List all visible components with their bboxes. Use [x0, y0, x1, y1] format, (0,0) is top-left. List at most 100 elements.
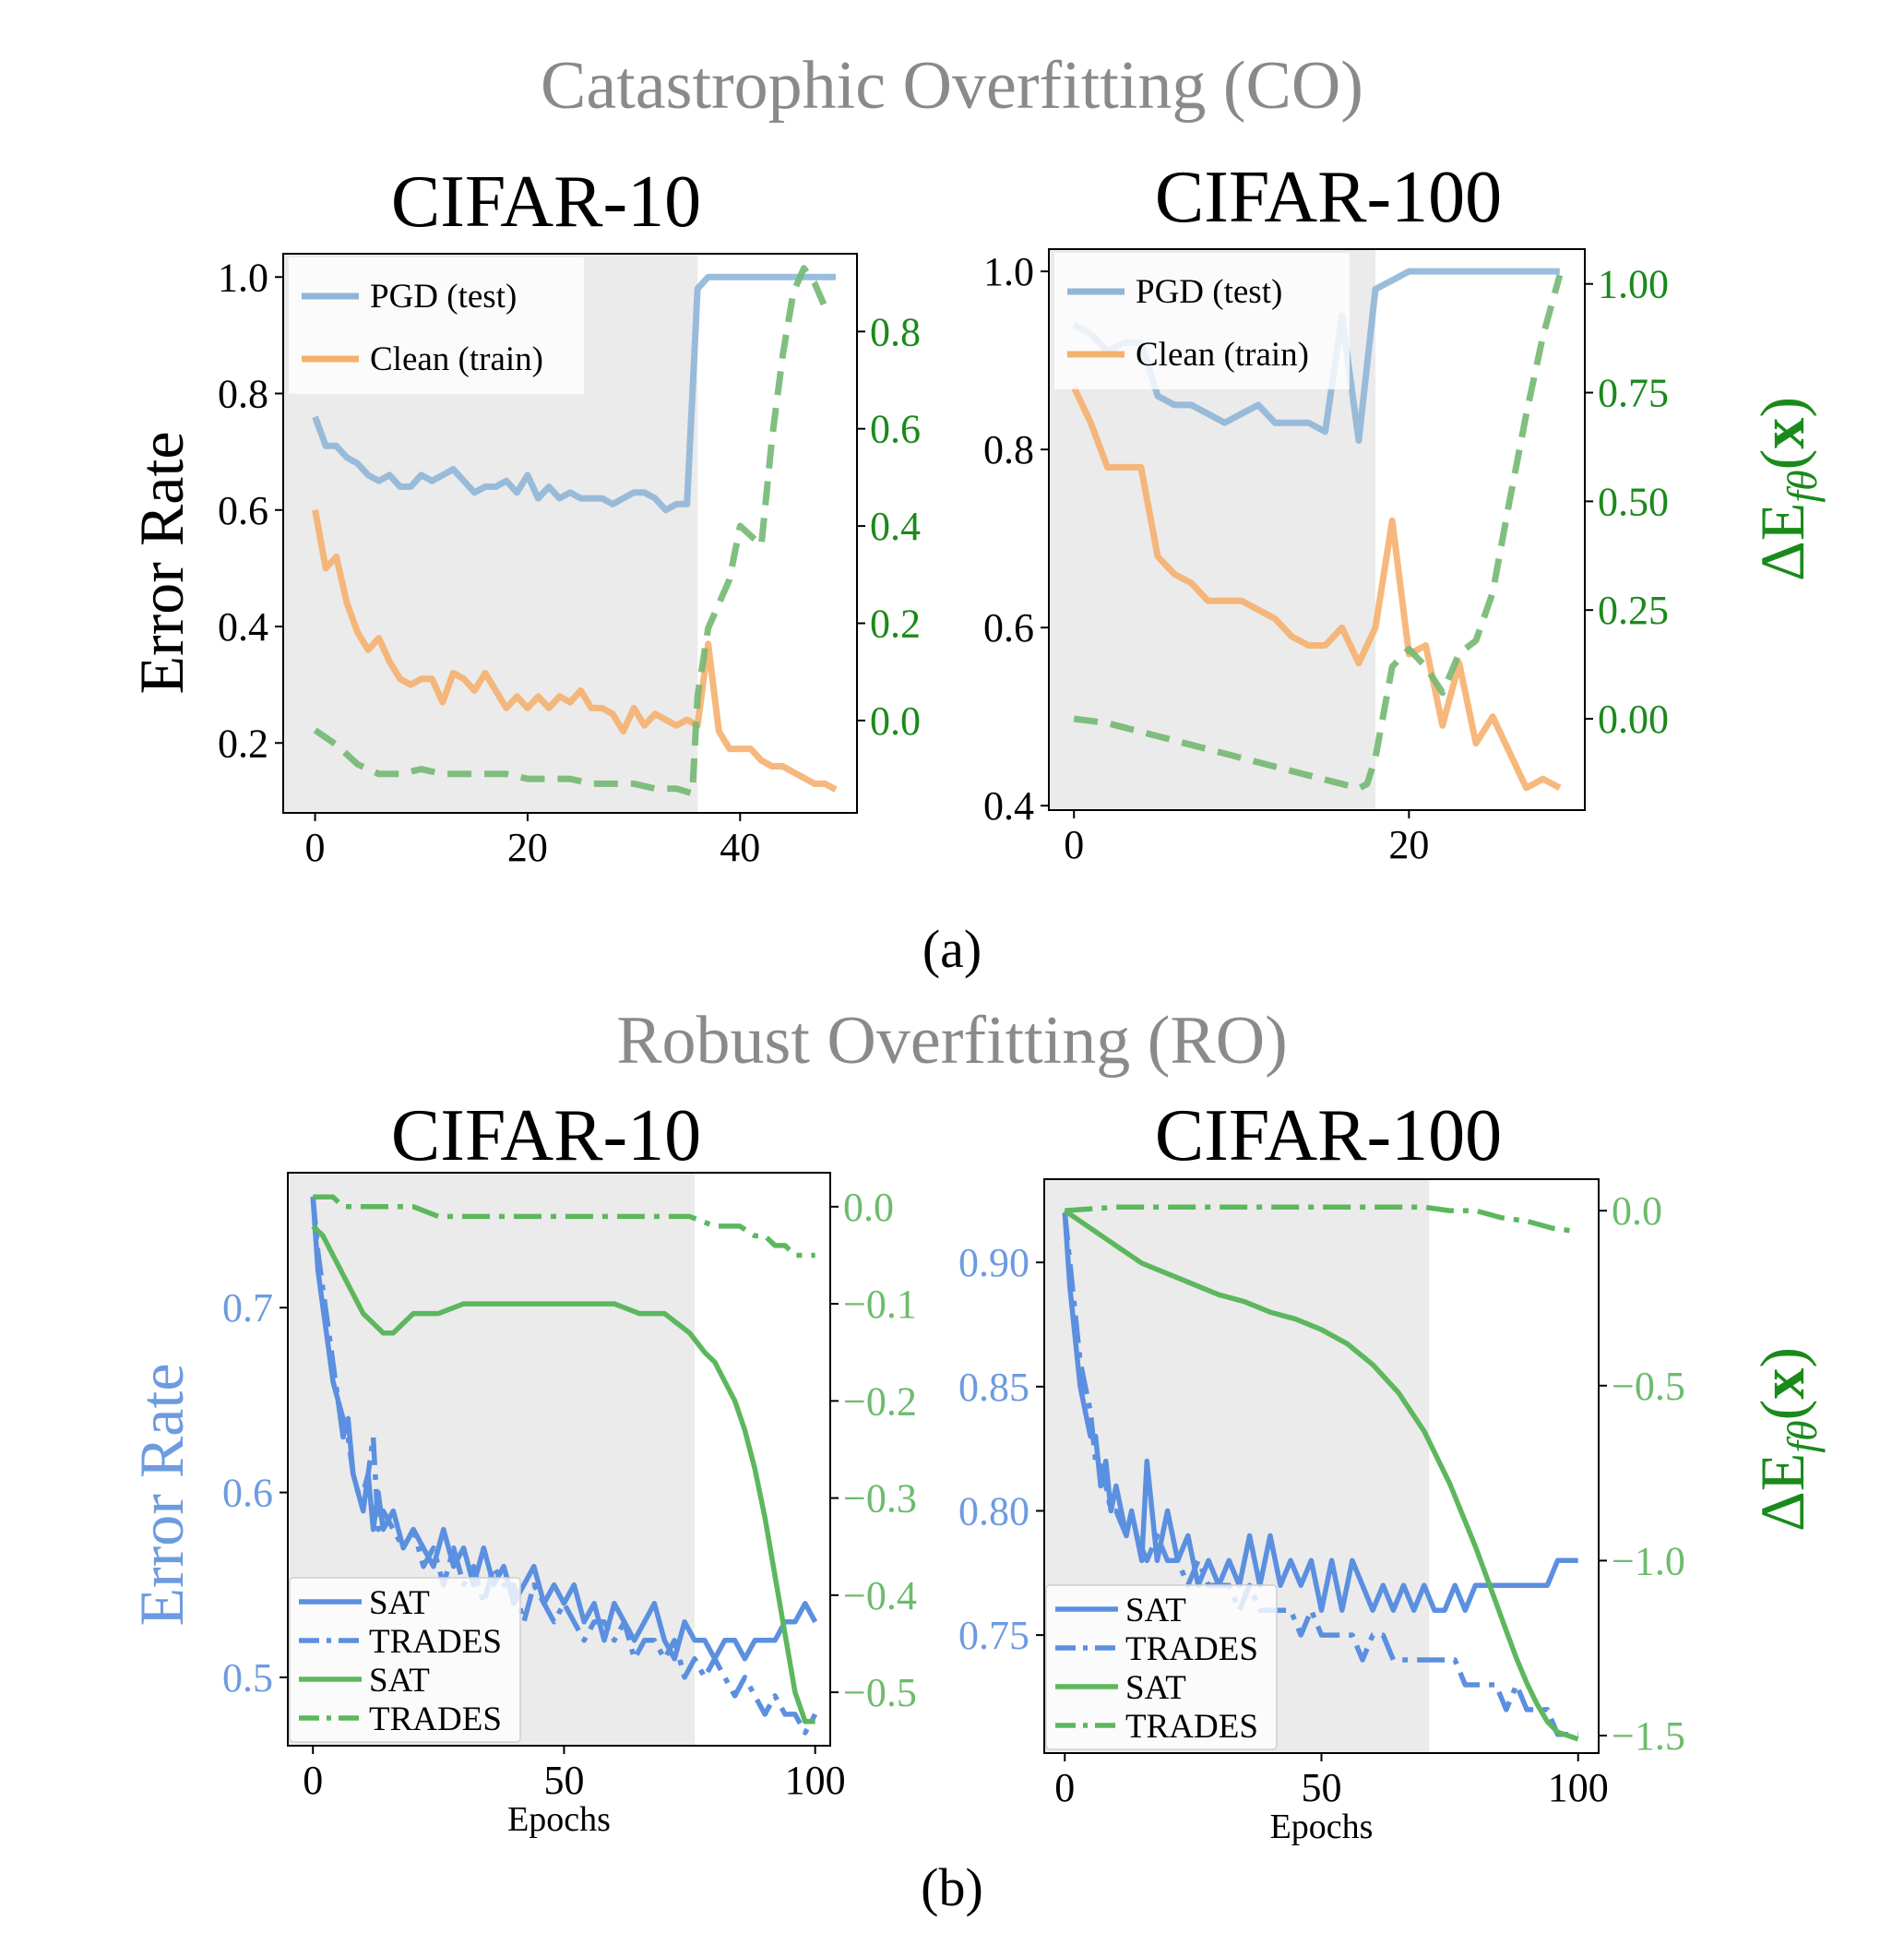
y2-tick-label: 0.8 — [870, 309, 921, 354]
y2-tick-label: −0.2 — [843, 1378, 917, 1424]
x-axis-label: Epochs — [507, 1800, 611, 1839]
legend-label: TRADES — [1125, 1708, 1258, 1746]
y-tick-label: 0.80 — [958, 1488, 1029, 1533]
series-line-pgd-test--left — [312, 273, 836, 514]
legend-label: SAT — [369, 1584, 430, 1622]
series-line-sat-right — [311, 1223, 815, 1724]
y2-tick-label: 0.00 — [1598, 697, 1669, 742]
series-line-clean-train--left — [312, 509, 838, 793]
y-tick-label: 0.2 — [218, 721, 268, 766]
series-line--e-right — [313, 265, 828, 797]
series-line-clean-train--left — [1071, 386, 1562, 792]
legend-label: Clean (train) — [370, 340, 543, 378]
legend-label: TRADES — [1125, 1630, 1258, 1668]
y2-tick-label: 0.0 — [843, 1185, 894, 1230]
legend-box — [289, 1577, 521, 1743]
y-axis-label-ro: Error Rate — [126, 1363, 196, 1626]
x-tick-label: 20 — [1388, 822, 1429, 867]
x-tick-label: 0 — [303, 1758, 323, 1803]
y-tick-label: 0.6 — [222, 1471, 273, 1516]
charts-layer: 0 20 40 0.2 0.4 0.6 0.8 1.0 0.0 0.2 0.4 0.6 0.8 PGD (… — [218, 248, 1685, 1846]
x-tick-label: 100 — [1548, 1765, 1609, 1810]
plot-frame — [287, 1172, 831, 1747]
y-tick-label: 0.8 — [983, 427, 1034, 472]
y-tick-label: 0.6 — [983, 605, 1034, 650]
y2-tick-label: 0.4 — [870, 504, 921, 549]
chart-ro_cifar10: 0 50 100 0.5 0.6 0.7 0.0 −0.1 −0.2 −0.3 −0.4 −0.5 Ep… — [222, 1172, 917, 1839]
y2-tick-label: 0.25 — [1598, 588, 1669, 633]
y2-tick-label: 0.6 — [870, 407, 921, 452]
chart-ro_cifar100: 0 50 100 0.75 0.80 0.85 0.90 0.0 −0.5 −1.0 −1.5 Epo… — [958, 1178, 1685, 1846]
x-tick-label: 0 — [305, 825, 326, 870]
section-a-title: Catastrophic Overfitting (CO) — [541, 48, 1363, 124]
y-tick-label: 0.85 — [958, 1365, 1029, 1410]
legend: PGD (test) Clean (train) — [289, 257, 584, 394]
chart-co_cifar10: 0 20 40 0.2 0.4 0.6 0.8 1.0 0.0 0.2 0.4 0.6 0.8 PGD (… — [218, 253, 921, 870]
legend-label: SAT — [369, 1662, 430, 1700]
x-axis-label: Epochs — [1270, 1808, 1374, 1846]
y-tick-label: 1.0 — [983, 249, 1034, 294]
y-tick-label: 0.4 — [983, 783, 1034, 829]
y2-tick-label: 0.0 — [1612, 1188, 1662, 1234]
x-tick-label: 20 — [507, 825, 548, 870]
y-tick-label: 0.75 — [958, 1613, 1029, 1658]
y2-tick-label: −0.5 — [843, 1670, 917, 1715]
y-tick-label: 0.90 — [958, 1240, 1029, 1285]
y-tick-label: 0.8 — [218, 372, 268, 417]
section-b-title: Robust Overfitting (RO) — [616, 1003, 1288, 1079]
y-tick-label: 0.4 — [218, 604, 268, 650]
legend-label: SAT — [1125, 1592, 1186, 1629]
x-tick-label: 0 — [1054, 1765, 1075, 1810]
y2-axis-label-co: ΔEfθ(x) — [1747, 397, 1826, 581]
y2-tick-label: −0.4 — [843, 1573, 917, 1618]
y2-tick-label: −0.5 — [1612, 1364, 1685, 1409]
y2-tick-label: −0.1 — [843, 1282, 917, 1327]
x-tick-label: 50 — [1302, 1765, 1342, 1810]
plot-frame — [282, 253, 858, 814]
series-line-trades-right — [313, 1194, 815, 1259]
y2-axis-label-ro: ΔEfθ(x) — [1747, 1347, 1826, 1532]
x-tick-label: 0 — [1064, 822, 1084, 867]
chart-title-co-cifar100: CIFAR-100 — [1155, 157, 1502, 238]
y2-tick-label: 1.00 — [1598, 262, 1669, 307]
series-line-sat-right — [1063, 1208, 1579, 1742]
chart-co_cifar100: 0 20 0.4 0.6 0.8 1.0 0.00 0.25 0.50 0.75 1.00 PGD (… — [983, 248, 1669, 867]
y-axis-label-co: Error Rate — [126, 431, 196, 694]
y-tick-label: 1.0 — [218, 255, 268, 300]
svg-text:ΔEfθ(x): ΔEfθ(x) — [1747, 397, 1826, 581]
series-line-sat-left — [1062, 1212, 1578, 1613]
chart-title-ro-cifar10: CIFAR-10 — [391, 1095, 701, 1176]
x-tick-label: 40 — [720, 825, 760, 870]
series-line-sat-left — [310, 1196, 818, 1662]
legend-box — [289, 257, 584, 394]
y-tick-label: 0.6 — [218, 488, 268, 533]
legend-box — [1045, 1584, 1278, 1750]
legend: PGD (test) Clean (train) — [1054, 253, 1350, 389]
y2-tick-label: −1.5 — [1612, 1713, 1685, 1759]
y-tick-label: 0.7 — [222, 1285, 273, 1330]
x-tick-label: 50 — [543, 1758, 584, 1803]
caption-a: (a) — [922, 919, 982, 979]
y-tick-label: 0.5 — [222, 1655, 273, 1700]
y2-tick-label: 0.2 — [870, 601, 921, 646]
legend-label: PGD (test) — [1136, 273, 1282, 311]
legend-label: PGD (test) — [370, 278, 517, 316]
y2-tick-label: 0.0 — [870, 698, 921, 744]
y2-tick-label: 0.75 — [1598, 371, 1669, 416]
chart-title-ro-cifar100: CIFAR-100 — [1155, 1095, 1502, 1176]
legend-label: TRADES — [369, 1700, 502, 1738]
legend-label: TRADES — [369, 1623, 502, 1661]
series-line-trades-right — [1065, 1204, 1579, 1235]
series-line--e-right — [1073, 274, 1564, 792]
caption-b: (b) — [921, 1857, 983, 1917]
chart-title-co-cifar10: CIFAR-10 — [391, 161, 701, 243]
x-tick-label: 100 — [785, 1758, 846, 1803]
plot-frame — [1048, 248, 1586, 811]
svg-text:ΔEfθ(x): ΔEfθ(x) — [1747, 1347, 1826, 1532]
legend-box — [1054, 253, 1350, 389]
series-line-trades-left — [310, 1196, 818, 1736]
legend-label: Clean (train) — [1136, 336, 1309, 374]
